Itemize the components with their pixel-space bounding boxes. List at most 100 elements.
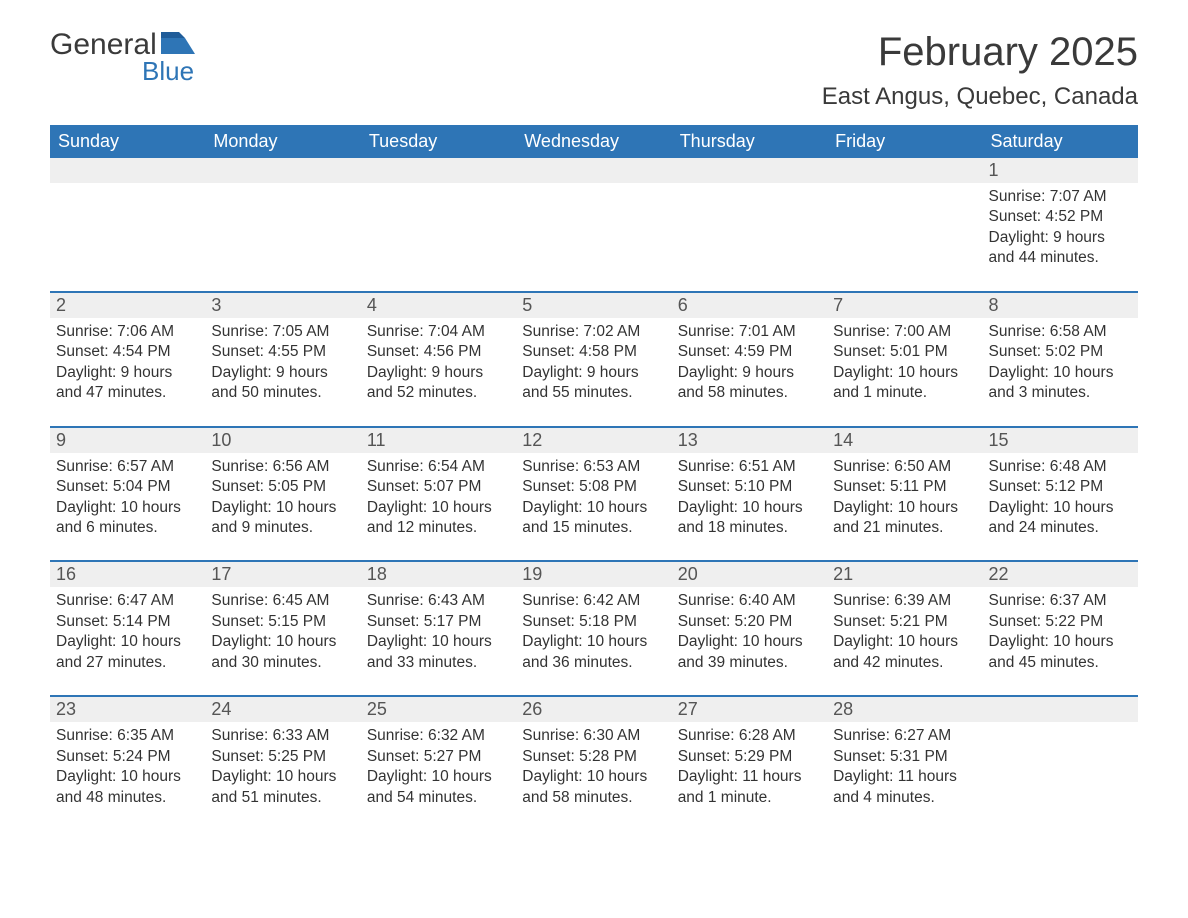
- day-cell: 18 Sunrise: 6:43 AMSunset: 5:17 PMDayligh…: [361, 562, 516, 695]
- day-of-week-header: SundayMondayTuesdayWednesdayThursdayFrid…: [50, 125, 1138, 158]
- day-cell: 28Sunrise: 6:27 AMSunset: 5:31 PMDayligh…: [827, 697, 982, 830]
- dow-cell: Sunday: [50, 125, 205, 158]
- day-number: 8: [983, 293, 1138, 318]
- day-cell: [672, 158, 827, 291]
- day-cell: 6Sunrise: 7:01 AMSunset: 4:59 PMDaylight…: [672, 293, 827, 426]
- day-cell: 25Sunrise: 6:32 AMSunset: 5:27 PMDayligh…: [361, 697, 516, 830]
- day-number: 25: [361, 697, 516, 722]
- dow-cell: Tuesday: [361, 125, 516, 158]
- sunset-text: Sunset: 5:28 PM: [522, 747, 665, 767]
- daylight-text: Daylight: 10 hours and 33 minutes.: [367, 632, 510, 673]
- dow-cell: Thursday: [672, 125, 827, 158]
- day-body: Sunrise: 6:58 AMSunset: 5:02 PMDaylight:…: [983, 318, 1138, 404]
- title-block: February 2025 East Angus, Quebec, Canada: [822, 30, 1138, 111]
- day-body: Sunrise: 6:57 AMSunset: 5:04 PMDaylight:…: [50, 453, 205, 539]
- day-body: Sunrise: 6:27 AMSunset: 5:31 PMDaylight:…: [827, 722, 982, 808]
- daylight-text: Daylight: 10 hours and 42 minutes.: [833, 632, 976, 673]
- sunset-text: Sunset: 4:56 PM: [367, 342, 510, 362]
- day-body: Sunrise: 6:45 AMSunset: 5:15 PMDaylight:…: [205, 587, 360, 673]
- daylight-text: Daylight: 9 hours and 47 minutes.: [56, 363, 199, 404]
- day-number: 18: [361, 562, 516, 587]
- sunset-text: Sunset: 5:27 PM: [367, 747, 510, 767]
- sunset-text: Sunset: 5:21 PM: [833, 612, 976, 632]
- daylight-text: Daylight: 10 hours and 54 minutes.: [367, 767, 510, 808]
- sunrise-text: Sunrise: 6:53 AM: [522, 457, 665, 477]
- day-cell: 13Sunrise: 6:51 AMSunset: 5:10 PMDayligh…: [672, 428, 827, 561]
- day-number: 1: [983, 158, 1138, 183]
- sunset-text: Sunset: 4:55 PM: [211, 342, 354, 362]
- day-body: Sunrise: 6:42 AMSunset: 5:18 PMDaylight:…: [516, 587, 671, 673]
- sunrise-text: Sunrise: 6:32 AM: [367, 726, 510, 746]
- sunrise-text: Sunrise: 7:05 AM: [211, 322, 354, 342]
- day-cell: [827, 158, 982, 291]
- day-number: 13: [672, 428, 827, 453]
- daylight-text: Daylight: 10 hours and 58 minutes.: [522, 767, 665, 808]
- sunrise-text: Sunrise: 7:02 AM: [522, 322, 665, 342]
- daylight-text: Daylight: 10 hours and 12 minutes.: [367, 498, 510, 539]
- daylight-text: Daylight: 10 hours and 21 minutes.: [833, 498, 976, 539]
- sunset-text: Sunset: 5:08 PM: [522, 477, 665, 497]
- day-number: 28: [827, 697, 982, 722]
- day-body: Sunrise: 6:54 AMSunset: 5:07 PMDaylight:…: [361, 453, 516, 539]
- day-cell: 19Sunrise: 6:42 AMSunset: 5:18 PMDayligh…: [516, 562, 671, 695]
- dow-cell: Saturday: [983, 125, 1138, 158]
- sunrise-text: Sunrise: 6:27 AM: [833, 726, 976, 746]
- day-cell: 3Sunrise: 7:05 AMSunset: 4:55 PMDaylight…: [205, 293, 360, 426]
- day-cell: 27Sunrise: 6:28 AMSunset: 5:29 PMDayligh…: [672, 697, 827, 830]
- week-row: 1Sunrise: 7:07 AMSunset: 4:52 PMDaylight…: [50, 158, 1138, 291]
- sunset-text: Sunset: 5:11 PM: [833, 477, 976, 497]
- header-row: General Blue February 2025 East Angus, Q…: [50, 30, 1138, 111]
- sunrise-text: Sunrise: 7:04 AM: [367, 322, 510, 342]
- logo: General Blue: [50, 30, 195, 87]
- sunset-text: Sunset: 5:18 PM: [522, 612, 665, 632]
- day-number: 14: [827, 428, 982, 453]
- day-cell: 8Sunrise: 6:58 AMSunset: 5:02 PMDaylight…: [983, 293, 1138, 426]
- daylight-text: Daylight: 10 hours and 51 minutes.: [211, 767, 354, 808]
- day-cell: 17Sunrise: 6:45 AMSunset: 5:15 PMDayligh…: [205, 562, 360, 695]
- location: East Angus, Quebec, Canada: [822, 83, 1138, 111]
- sunset-text: Sunset: 5:25 PM: [211, 747, 354, 767]
- day-body: Sunrise: 6:48 AMSunset: 5:12 PMDaylight:…: [983, 453, 1138, 539]
- month-title: February 2025: [822, 30, 1138, 75]
- sunset-text: Sunset: 5:15 PM: [211, 612, 354, 632]
- day-number: 19: [516, 562, 671, 587]
- day-number: [516, 158, 671, 183]
- daylight-text: Daylight: 10 hours and 27 minutes.: [56, 632, 199, 673]
- daylight-text: Daylight: 10 hours and 36 minutes.: [522, 632, 665, 673]
- daylight-text: Daylight: 10 hours and 48 minutes.: [56, 767, 199, 808]
- day-cell: 12Sunrise: 6:53 AMSunset: 5:08 PMDayligh…: [516, 428, 671, 561]
- day-cell: 4Sunrise: 7:04 AMSunset: 4:56 PMDaylight…: [361, 293, 516, 426]
- day-cell: 7Sunrise: 7:00 AMSunset: 5:01 PMDaylight…: [827, 293, 982, 426]
- flag-icon: [161, 32, 195, 59]
- day-number: 6: [672, 293, 827, 318]
- sunset-text: Sunset: 5:10 PM: [678, 477, 821, 497]
- sunrise-text: Sunrise: 6:56 AM: [211, 457, 354, 477]
- day-cell: 16Sunrise: 6:47 AMSunset: 5:14 PMDayligh…: [50, 562, 205, 695]
- daylight-text: Daylight: 10 hours and 6 minutes.: [56, 498, 199, 539]
- day-cell: 5Sunrise: 7:02 AMSunset: 4:58 PMDaylight…: [516, 293, 671, 426]
- sunset-text: Sunset: 5:17 PM: [367, 612, 510, 632]
- day-body: Sunrise: 6:47 AMSunset: 5:14 PMDaylight:…: [50, 587, 205, 673]
- sunrise-text: Sunrise: 6:33 AM: [211, 726, 354, 746]
- sunrise-text: Sunrise: 6:39 AM: [833, 591, 976, 611]
- day-cell: [983, 697, 1138, 830]
- sunset-text: Sunset: 5:14 PM: [56, 612, 199, 632]
- day-cell: 11Sunrise: 6:54 AMSunset: 5:07 PMDayligh…: [361, 428, 516, 561]
- sunset-text: Sunset: 5:22 PM: [989, 612, 1132, 632]
- day-number: [827, 158, 982, 183]
- week-row: 2Sunrise: 7:06 AMSunset: 4:54 PMDaylight…: [50, 291, 1138, 426]
- day-number: 5: [516, 293, 671, 318]
- day-cell: [50, 158, 205, 291]
- sunrise-text: Sunrise: 7:07 AM: [989, 187, 1132, 207]
- day-cell: 26Sunrise: 6:30 AMSunset: 5:28 PMDayligh…: [516, 697, 671, 830]
- day-cell: 23Sunrise: 6:35 AMSunset: 5:24 PMDayligh…: [50, 697, 205, 830]
- day-body: Sunrise: 7:00 AMSunset: 5:01 PMDaylight:…: [827, 318, 982, 404]
- day-number: 20: [672, 562, 827, 587]
- sunrise-text: Sunrise: 6:43 AM: [367, 591, 510, 611]
- day-cell: 24Sunrise: 6:33 AMSunset: 5:25 PMDayligh…: [205, 697, 360, 830]
- daylight-text: Daylight: 10 hours and 9 minutes.: [211, 498, 354, 539]
- day-body: Sunrise: 6:32 AMSunset: 5:27 PMDaylight:…: [361, 722, 516, 808]
- sunrise-text: Sunrise: 6:51 AM: [678, 457, 821, 477]
- day-number: 16: [50, 562, 205, 587]
- week-row: 9Sunrise: 6:57 AMSunset: 5:04 PMDaylight…: [50, 426, 1138, 561]
